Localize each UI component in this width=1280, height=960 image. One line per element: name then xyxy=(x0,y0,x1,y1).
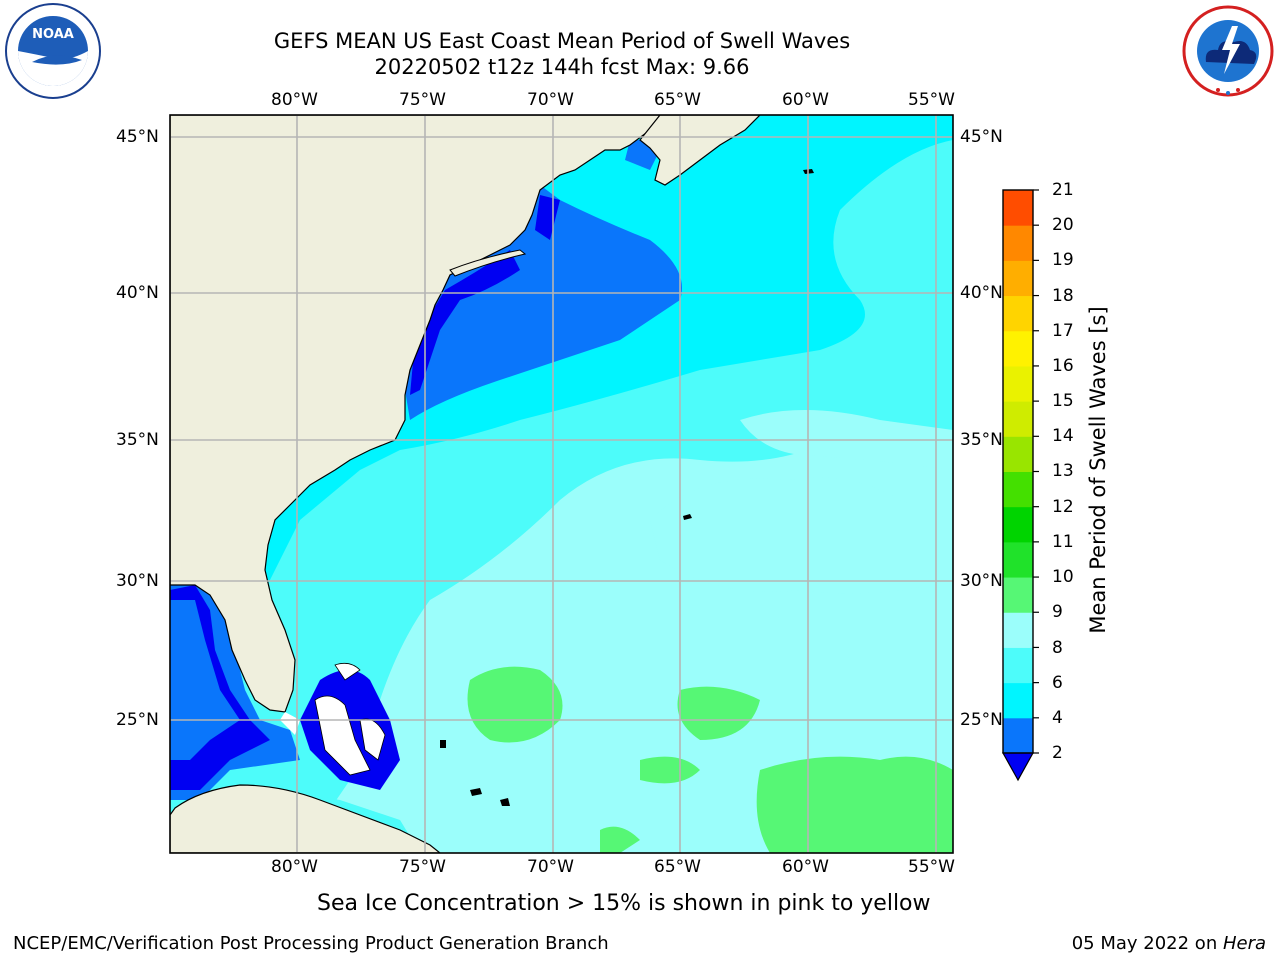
colorbar xyxy=(1001,189,1039,782)
colorbar-cell xyxy=(1003,577,1033,613)
colorbar-cell xyxy=(1003,717,1033,754)
colorbar-cell xyxy=(1003,541,1033,578)
colorbar-cell xyxy=(1003,471,1033,508)
lon-tick-top-60w: 60°W xyxy=(782,90,829,110)
noaa-logo: NOAA xyxy=(2,2,104,100)
map-frame xyxy=(169,114,954,854)
lat-tick-right-35n: 35°N xyxy=(960,430,1003,450)
footer-date: 05 May 2022 on Hera xyxy=(1072,933,1266,954)
lon-tick-bottom-80w: 80°W xyxy=(271,857,318,877)
colorbar-tick-19: 19 xyxy=(1052,250,1074,270)
lat-tick-left-25n: 25°N xyxy=(116,710,159,730)
noaa-logo-text: NOAA xyxy=(32,27,74,42)
colorbar-tick-4: 4 xyxy=(1052,708,1063,728)
colorbar-tick-6: 6 xyxy=(1052,673,1063,693)
lon-tick-top-75w: 75°W xyxy=(399,90,446,110)
map-title-line2: 20220502 t12z 144h fcst Max: 9.66 xyxy=(374,55,750,79)
colorbar-tick-14: 14 xyxy=(1052,426,1074,446)
colorbar-cell xyxy=(1003,225,1033,261)
land-north-america xyxy=(170,115,661,713)
colorbar-cell xyxy=(1003,190,1033,226)
colorbar-tick-21: 21 xyxy=(1052,180,1074,200)
lon-tick-top-80w: 80°W xyxy=(271,90,318,110)
lat-tick-left-45n: 45°N xyxy=(116,127,159,147)
lat-tick-left-35n: 35°N xyxy=(116,430,159,450)
footer-date-text: 05 May 2022 on xyxy=(1071,933,1223,954)
lon-tick-top-70w: 70°W xyxy=(527,90,574,110)
lon-tick-bottom-70w: 70°W xyxy=(527,857,574,877)
colorbar-tick-2: 2 xyxy=(1052,743,1063,763)
lon-tick-bottom-65w: 65°W xyxy=(654,857,701,877)
swell-field-below-2 xyxy=(410,250,520,395)
map-field xyxy=(170,115,953,853)
colorbar-tick-16: 16 xyxy=(1052,356,1074,376)
lat-tick-right-45n: 45°N xyxy=(960,127,1003,147)
colorbar-tick-17: 17 xyxy=(1052,321,1074,341)
colorbar-cell xyxy=(1003,295,1033,332)
colorbar-tick-12: 12 xyxy=(1052,497,1074,517)
lon-tick-bottom-75w: 75°W xyxy=(399,857,446,877)
colorbar-cell xyxy=(1003,260,1033,297)
lat-tick-left-30n: 30°N xyxy=(116,571,159,591)
colorbar-tick-20: 20 xyxy=(1052,215,1074,235)
colorbar-tick-8: 8 xyxy=(1052,638,1063,658)
footer-machine: Hera xyxy=(1222,933,1266,954)
land-cuba xyxy=(170,784,441,853)
colorbar-tick-15: 15 xyxy=(1052,391,1074,411)
swell-field-9-10 xyxy=(467,666,563,743)
colorbar-cell xyxy=(1003,365,1033,402)
swell-field-2-4 xyxy=(400,170,682,420)
colorbar-cell xyxy=(1003,682,1033,719)
lat-tick-left-40n: 40°N xyxy=(116,283,159,303)
colorbar-tick-10: 10 xyxy=(1052,567,1074,587)
colorbar-cell xyxy=(1003,401,1033,437)
colorbar-cell xyxy=(1003,647,1033,684)
colorbar-tick-18: 18 xyxy=(1052,286,1074,306)
colorbar-cell xyxy=(1003,330,1033,367)
colorbar-tick-13: 13 xyxy=(1052,461,1074,481)
lon-tick-bottom-60w: 60°W xyxy=(782,857,829,877)
map-gridlines xyxy=(170,115,953,853)
lon-tick-top-55w: 55°W xyxy=(908,90,955,110)
map-title-line1: GEFS MEAN US East Coast Mean Period of S… xyxy=(273,29,851,53)
lat-tick-right-25n: 25°N xyxy=(960,710,1003,730)
lat-tick-right-30n: 30°N xyxy=(960,571,1003,591)
lat-tick-right-40n: 40°N xyxy=(960,283,1003,303)
lon-tick-bottom-55w: 55°W xyxy=(908,857,955,877)
colorbar-cell xyxy=(1003,506,1033,543)
colorbar-under-triangle xyxy=(1001,752,1035,782)
footer-branch: NCEP/EMC/Verification Post Processing Pr… xyxy=(13,933,609,954)
nws-logo xyxy=(1178,4,1278,98)
colorbar-tick-11: 11 xyxy=(1052,532,1074,552)
sea-ice-note: Sea Ice Concentration > 15% is shown in … xyxy=(317,891,931,916)
colorbar-tick-9: 9 xyxy=(1052,602,1063,622)
colorbar-label: Mean Period of Swell Waves [s] xyxy=(1086,306,1110,634)
land-maritimes xyxy=(639,115,761,186)
lon-tick-top-65w: 65°W xyxy=(654,90,701,110)
colorbar-cell xyxy=(1003,436,1033,472)
colorbar-cells xyxy=(1003,190,1033,754)
colorbar-cell xyxy=(1003,612,1033,648)
